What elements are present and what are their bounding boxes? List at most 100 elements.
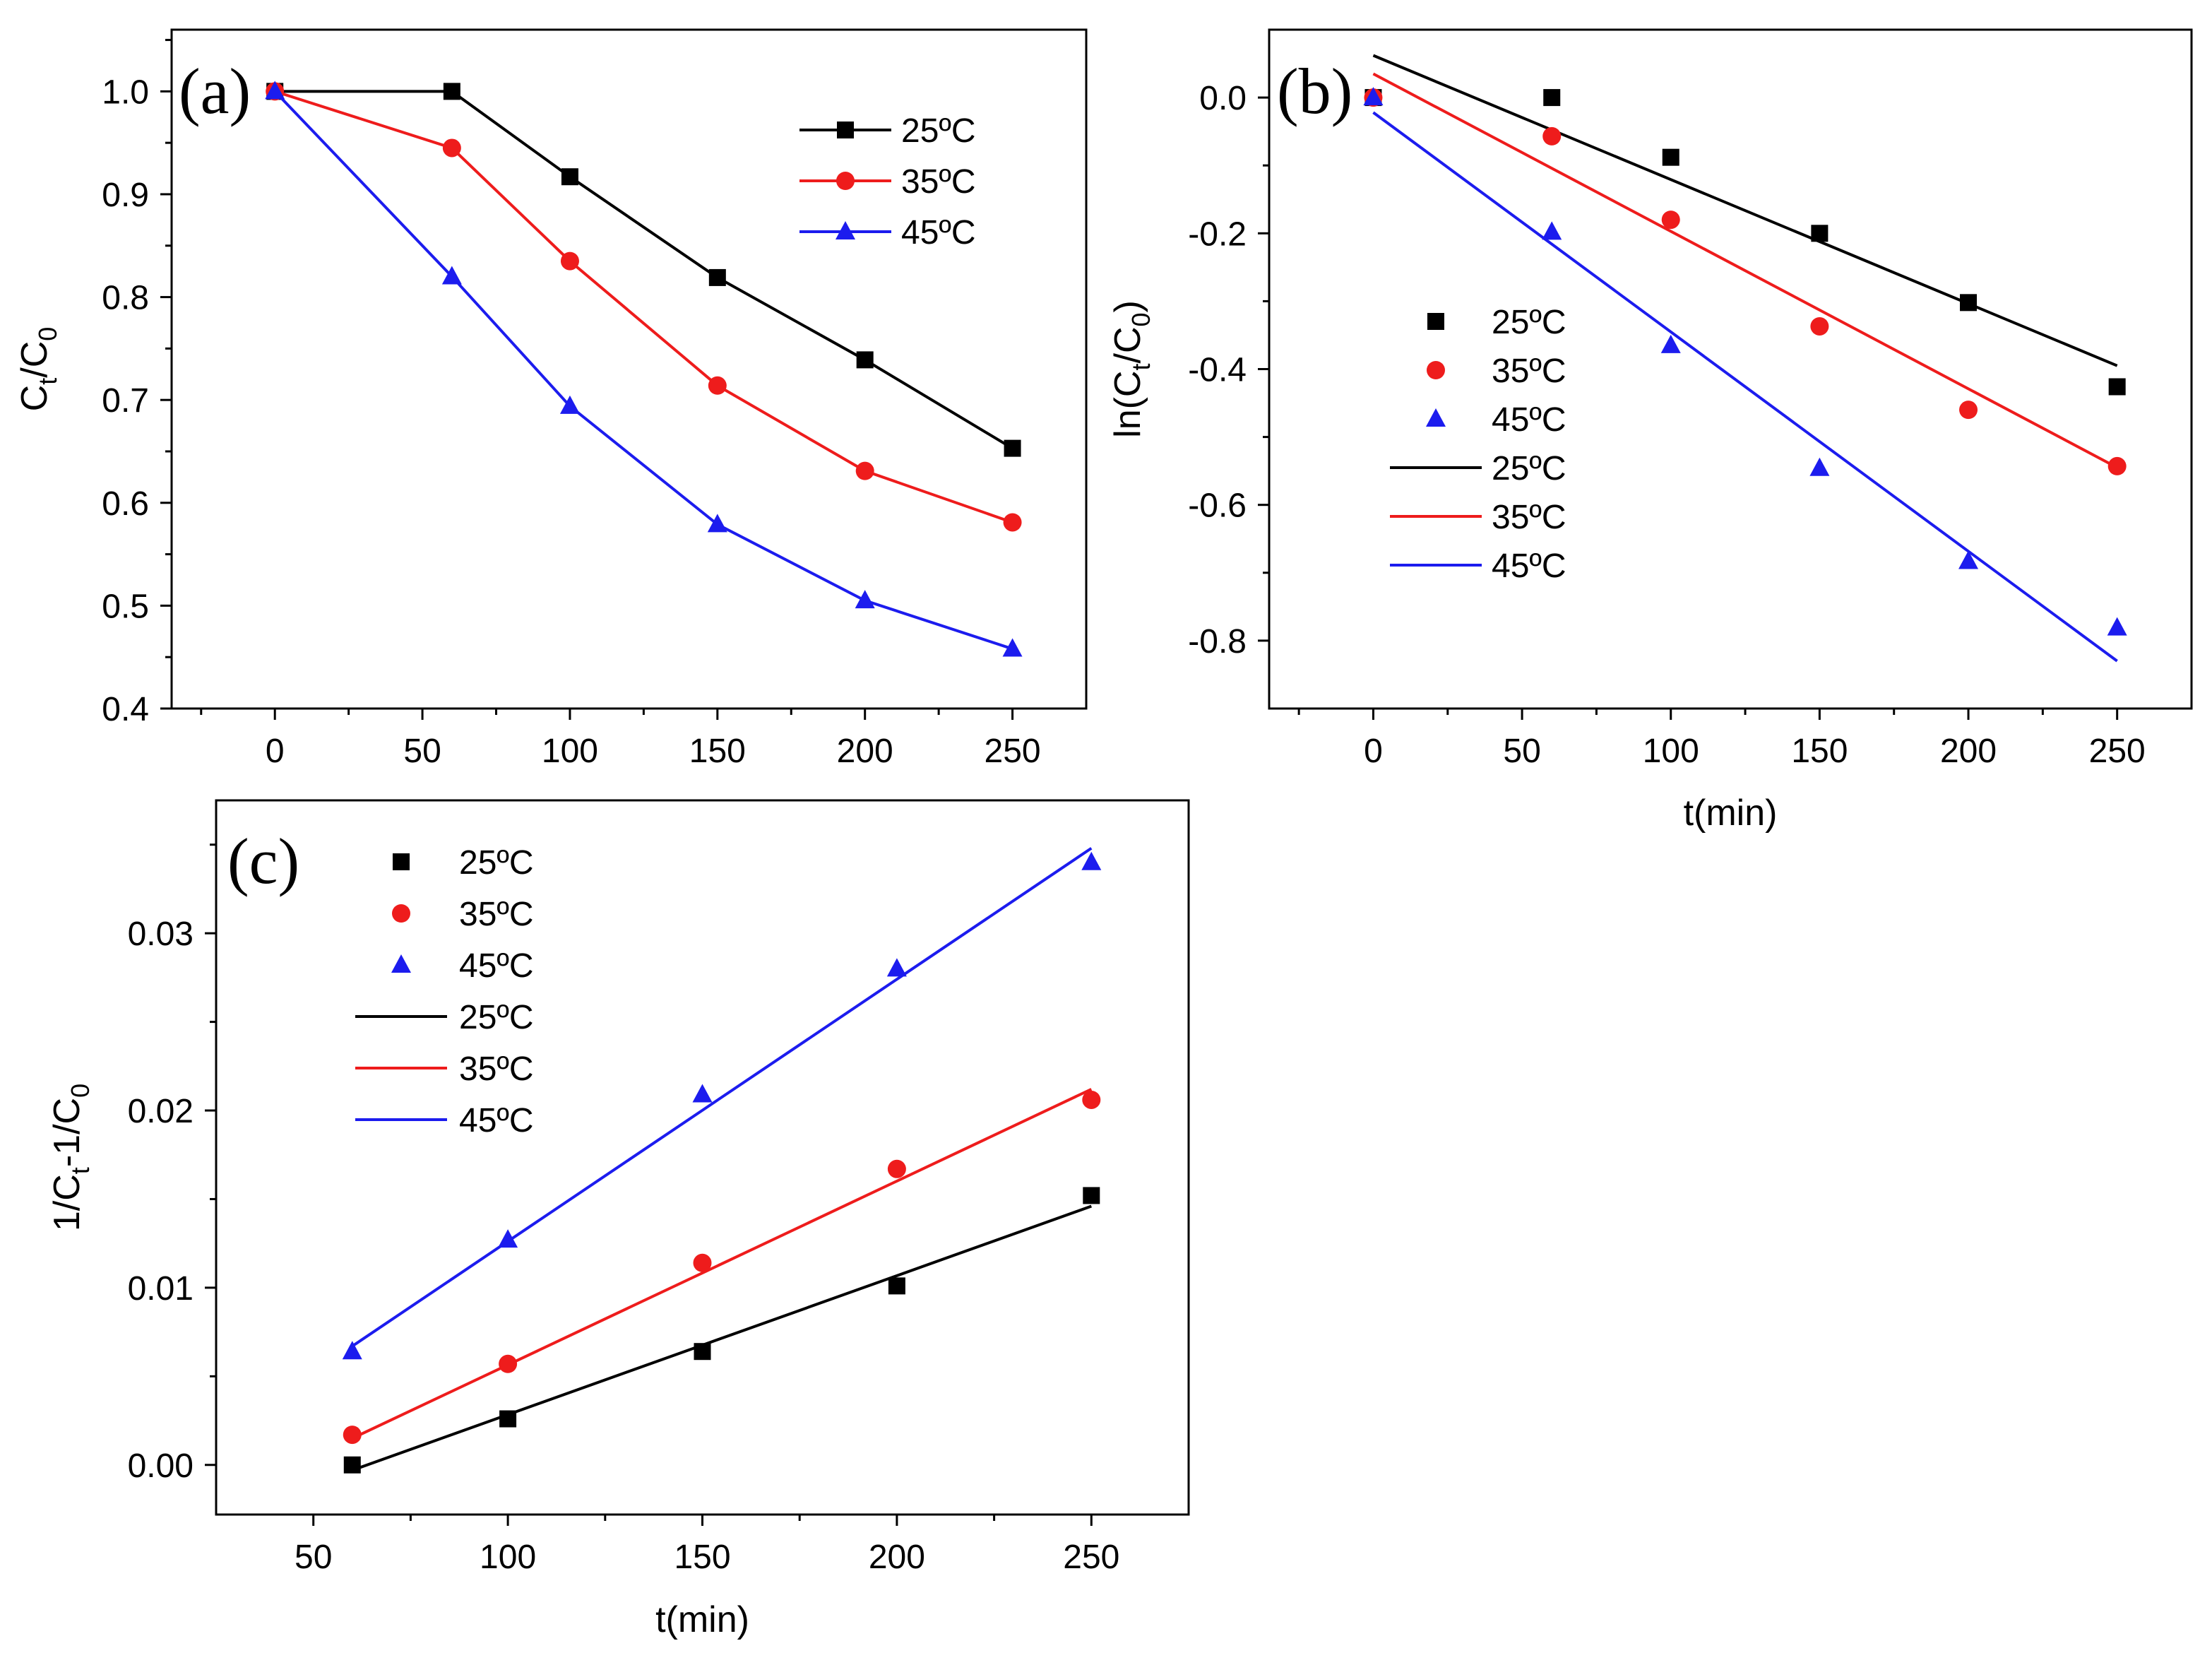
data-point	[1004, 439, 1021, 457]
legend-label: 25ºC	[1492, 450, 1566, 487]
legend-label: 45ºC	[901, 214, 976, 251]
x-tick-label: 0	[266, 733, 285, 770]
y-axis-label-main: ln(C	[1107, 371, 1148, 438]
data-point	[708, 268, 726, 286]
x-tick-label: 150	[689, 733, 746, 770]
legend-label: 25ºC	[901, 112, 976, 150]
data-point	[343, 1426, 362, 1445]
y-axis-label-sub2: 0	[66, 1084, 95, 1098]
fit-line	[351, 847, 1093, 1348]
data-point	[1081, 851, 1102, 870]
data-point	[855, 461, 874, 480]
data-point	[1958, 550, 1979, 569]
series-line	[275, 90, 1013, 450]
data-point	[1959, 401, 1978, 420]
panel-label: (c)	[227, 825, 299, 897]
data-point	[1543, 89, 1561, 107]
data-point	[1082, 1090, 1101, 1109]
fit-line	[1372, 54, 2118, 367]
data-point	[442, 138, 461, 158]
plot-frame	[170, 28, 1088, 710]
y-axis-label-slash: /C	[1107, 327, 1148, 364]
data-point	[886, 958, 907, 977]
y-axis-label-sub1: t	[66, 1167, 95, 1174]
data-point	[693, 1253, 712, 1272]
y-tick-label: 0.02	[128, 1093, 194, 1130]
legend-label: 35ºC	[459, 1050, 534, 1088]
y-axis-label-main: 1/C	[47, 1174, 88, 1231]
legend-marker	[836, 221, 855, 239]
data-point	[692, 1084, 713, 1103]
legend-label: 35ºC	[901, 163, 976, 201]
x-tick-label: 200	[837, 733, 893, 770]
legend-label: 35ºC	[1492, 499, 1566, 536]
x-tick-label: 50	[1503, 733, 1540, 770]
data-point	[1811, 225, 1829, 242]
x-tick-label: 150	[674, 1539, 730, 1576]
data-point	[1542, 221, 1562, 240]
y-axis-label: Ct/C0	[14, 327, 62, 412]
legend-marker	[392, 904, 410, 923]
panel-label: (a)	[179, 55, 251, 127]
data-point	[343, 1456, 361, 1474]
y-tick-label: 0.03	[128, 916, 194, 953]
data-point	[1083, 1187, 1100, 1204]
y-tick-label: -0.6	[1188, 487, 1247, 525]
x-tick-label: 200	[869, 1539, 925, 1576]
series-line	[274, 90, 1013, 524]
legend-label: 25ºC	[1492, 304, 1566, 341]
data-point	[2108, 378, 2126, 396]
legend-label: 35ºC	[1492, 352, 1566, 390]
legend-label: 45ºC	[1492, 401, 1566, 439]
x-tick-label: 50	[403, 733, 441, 770]
series-line	[273, 90, 1013, 651]
plot-frame	[1268, 28, 2193, 710]
fit-line	[351, 1088, 1093, 1440]
data-point	[2107, 617, 2127, 636]
data-point	[342, 1341, 362, 1360]
data-point	[560, 251, 579, 271]
data-point	[1662, 148, 1679, 166]
data-point	[1542, 126, 1562, 146]
legend-marker	[837, 122, 854, 138]
x-tick-label: 250	[2089, 733, 2146, 770]
y-tick-label: 1.0	[102, 73, 149, 111]
data-point	[855, 590, 875, 609]
data-point	[1363, 87, 1384, 106]
legend-label: 45ºC	[1492, 547, 1566, 585]
y-tick-label: 0.0	[1199, 80, 1247, 117]
y-axis-label: ln(Ct/C0)	[1107, 300, 1155, 438]
panel-label: (b)	[1277, 55, 1352, 127]
data-point	[1809, 457, 1830, 476]
data-point	[1661, 211, 1680, 230]
data-point	[887, 1159, 906, 1178]
legend-marker	[1426, 408, 1446, 427]
x-axis-label: t(min)	[1684, 793, 1778, 834]
fit-line	[352, 1204, 1092, 1472]
data-point	[694, 1343, 711, 1361]
x-tick-label: 0	[1364, 733, 1383, 770]
data-point	[499, 1410, 517, 1428]
y-axis-label-slash: -1/C	[47, 1098, 88, 1167]
y-tick-label: 0.8	[102, 280, 149, 317]
legend-label: 35ºC	[459, 896, 534, 933]
data-point	[1960, 294, 1978, 312]
data-point	[559, 395, 580, 414]
y-axis-label-slash: /C	[14, 341, 55, 378]
data-point	[856, 351, 874, 369]
fit-line	[1372, 72, 2118, 469]
y-tick-label: 0.9	[102, 177, 149, 214]
y-tick-label: 0.01	[128, 1270, 194, 1308]
x-tick-label: 200	[1940, 733, 1997, 770]
data-point	[1002, 638, 1023, 657]
data-point	[498, 1229, 518, 1248]
y-tick-label: 0.00	[128, 1447, 194, 1485]
y-tick-label: 0.6	[102, 485, 149, 523]
legend-marker	[391, 954, 411, 973]
data-point	[707, 514, 727, 533]
x-tick-label: 250	[1063, 1539, 1119, 1576]
legend-label: 45ºC	[459, 1102, 534, 1139]
y-axis-label-sub1: t	[1126, 364, 1155, 371]
y-tick-label: -0.8	[1188, 623, 1247, 660]
